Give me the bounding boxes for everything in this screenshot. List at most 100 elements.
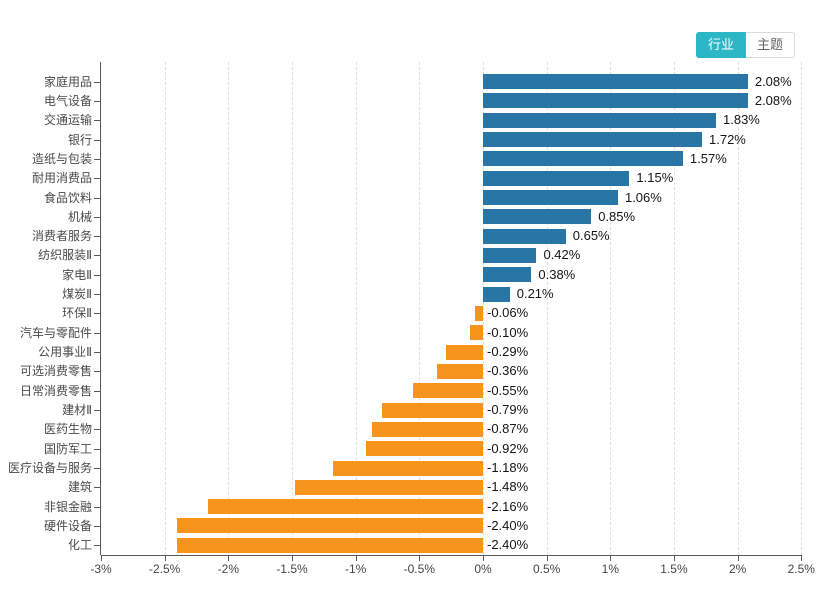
- value-label: -1.18%: [487, 460, 529, 475]
- x-axis-line: [101, 555, 802, 556]
- y-axis-line: [100, 62, 101, 555]
- bar-negative[interactable]: [475, 305, 483, 321]
- bar-positive[interactable]: [483, 247, 537, 263]
- category-label: 机械: [67, 209, 92, 224]
- category-label: 硬件设备: [43, 518, 92, 533]
- y-axis-tick: [94, 216, 101, 218]
- value-label: 0.65%: [572, 228, 610, 244]
- gridline: [610, 62, 612, 555]
- value-label: 2.08%: [754, 73, 792, 89]
- bar-negative[interactable]: [412, 383, 483, 399]
- x-axis-tick-label: -2%: [217, 562, 239, 576]
- value-label: -0.87%: [487, 421, 529, 437]
- y-axis-tick: [94, 313, 101, 315]
- bar-positive[interactable]: [483, 209, 592, 225]
- x-axis-tick-label: 1%: [601, 562, 619, 576]
- bar-positive[interactable]: [483, 190, 618, 206]
- category-label: 消费者服务: [31, 229, 92, 244]
- gridline: [419, 62, 421, 555]
- value-label: -0.92%: [487, 440, 529, 456]
- value-label: -0.29%: [487, 344, 529, 360]
- x-axis-tick: [292, 556, 293, 561]
- bar-negative[interactable]: [446, 344, 483, 360]
- gridline: [483, 62, 484, 555]
- category-label: 非银金融: [43, 499, 92, 514]
- value-label: -2.40%: [487, 517, 529, 533]
- value-label: 1.72%: [709, 131, 746, 147]
- x-axis-tick: [355, 556, 357, 561]
- bar-positive[interactable]: [483, 170, 630, 186]
- bar-negative[interactable]: [437, 363, 483, 379]
- bar-negative[interactable]: [332, 460, 483, 476]
- x-axis-tick-label: -1%: [344, 562, 367, 576]
- y-axis-tick: [94, 410, 101, 412]
- tab-theme[interactable]: 主题: [745, 32, 795, 58]
- bar-negative[interactable]: [365, 441, 483, 457]
- tab-industry[interactable]: 行业: [695, 32, 746, 58]
- value-label: -0.55%: [487, 382, 529, 398]
- bar-positive[interactable]: [483, 151, 683, 167]
- value-label: -0.79%: [487, 402, 529, 418]
- value-label: 1.06%: [624, 189, 662, 205]
- category-label: 造纸与包装: [31, 151, 92, 166]
- bar-positive[interactable]: [483, 132, 702, 148]
- x-axis-tick-label: -1.5%: [276, 562, 308, 576]
- x-axis-tick-label: 0%: [474, 562, 492, 576]
- category-label: 汽车与零配件: [19, 325, 92, 340]
- value-label: 2.08%: [754, 92, 792, 108]
- y-axis-tick: [94, 332, 101, 334]
- x-axis-tick: [801, 556, 803, 561]
- bar-positive[interactable]: [483, 93, 748, 109]
- category-label: 医疗设备与服务: [7, 461, 92, 475]
- category-label: 食品饮料: [43, 190, 92, 205]
- y-axis-tick: [94, 255, 101, 257]
- bar-negative[interactable]: [207, 499, 483, 515]
- x-axis-tick-label: 1.5%: [660, 562, 688, 576]
- gridline: [292, 62, 293, 555]
- gridline: [355, 62, 357, 555]
- bar-positive[interactable]: [483, 267, 532, 283]
- y-axis-tick: [94, 506, 101, 508]
- x-axis-tick: [546, 556, 548, 561]
- category-label: 银行: [67, 132, 92, 147]
- gridline: [737, 62, 739, 555]
- x-axis-tick: [610, 556, 612, 561]
- x-axis-tick-label: -3%: [90, 562, 112, 576]
- bar-positive[interactable]: [483, 286, 510, 302]
- y-axis-tick: [94, 236, 101, 238]
- gridline: [228, 62, 230, 555]
- view-toggle: 行业 主题: [695, 32, 795, 58]
- bar-negative[interactable]: [382, 402, 483, 418]
- category-label: 交通运输: [43, 113, 92, 128]
- bar-positive[interactable]: [483, 112, 716, 128]
- bar-negative[interactable]: [470, 325, 483, 341]
- value-label: -0.36%: [487, 363, 529, 379]
- y-axis-tick: [94, 158, 101, 160]
- y-axis-tick: [94, 120, 101, 122]
- x-axis-tick-label: -0.5%: [403, 562, 435, 576]
- bar-negative[interactable]: [177, 537, 483, 553]
- y-axis-tick: [94, 429, 101, 431]
- value-label: 1.15%: [636, 170, 674, 186]
- category-label: 纺织服装Ⅱ: [38, 248, 92, 263]
- y-axis-tick: [94, 294, 101, 296]
- bar-negative[interactable]: [372, 421, 483, 437]
- value-label: -1.48%: [487, 479, 529, 495]
- x-axis-tick: [164, 556, 166, 561]
- category-label: 耐用消费品: [31, 171, 92, 186]
- y-axis-tick: [94, 100, 101, 102]
- bar-negative[interactable]: [294, 479, 483, 495]
- x-axis-tick: [228, 556, 230, 561]
- x-axis-tick-label: 2%: [728, 562, 747, 576]
- bar-positive[interactable]: [483, 228, 566, 244]
- x-axis-tick: [483, 556, 484, 561]
- category-label: 日常消费零售: [19, 383, 92, 398]
- bar-negative[interactable]: [177, 518, 483, 534]
- y-axis-tick: [94, 274, 101, 276]
- bar-positive[interactable]: [483, 74, 748, 90]
- gridline: [164, 62, 166, 555]
- x-axis-tick: [101, 556, 102, 561]
- category-label: 建筑: [67, 480, 92, 495]
- category-label: 医药生物: [43, 422, 92, 437]
